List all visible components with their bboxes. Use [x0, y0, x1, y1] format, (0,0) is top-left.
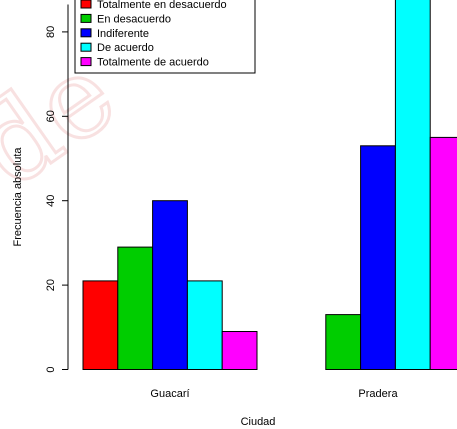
legend-swatch-1 [80, 13, 92, 23]
legend: Totalmente en desacuerdo En desacuerdo Ind… [74, 0, 256, 74]
x-axis: Guacarí Pradera [150, 388, 398, 400]
legend-label-2: Indiferente [97, 28, 149, 40]
legend-box [74, 0, 256, 74]
y-tick-label-2: 40 [45, 195, 57, 207]
bar-1-4 [429, 136, 457, 370]
legend-label-3: De acuerdo [97, 42, 154, 54]
y-axis: 0 20 40 60 80 [45, 4, 69, 373]
legend-label-1: En desacuerdo [97, 13, 171, 25]
y-tick-label-4: 80 [45, 26, 57, 38]
bar-0-4 [221, 331, 258, 370]
x-axis-title: Ciudad [241, 416, 276, 428]
bars-layer [82, 0, 457, 371]
legend-label-0: Totalmente en desacuerdo [97, 0, 227, 11]
bar-0-2 [152, 200, 188, 370]
bar-0-3 [186, 280, 223, 370]
y-axis-title: Frecuencia absoluta [12, 147, 24, 247]
x-tick-label-0: Guacarí [150, 388, 189, 400]
legend-swatch-3 [80, 42, 92, 52]
y-tick-label-0: 0 [45, 366, 57, 372]
bar-1-3 [394, 0, 431, 370]
legend-swatch-4 [80, 57, 92, 67]
y-tick-label-1: 20 [45, 279, 57, 291]
bar-1-1 [325, 314, 362, 371]
legend-swatch-2 [80, 28, 92, 38]
y-tick-label-3: 60 [45, 110, 57, 122]
legend-swatch-0 [80, 0, 92, 9]
bar-0-0 [82, 280, 119, 370]
legend-label-4: Totalmente de acuerdo [97, 57, 209, 69]
bar-0-1 [117, 246, 154, 371]
bar-1-2 [360, 145, 396, 370]
x-tick-label-1: Pradera [358, 388, 398, 400]
